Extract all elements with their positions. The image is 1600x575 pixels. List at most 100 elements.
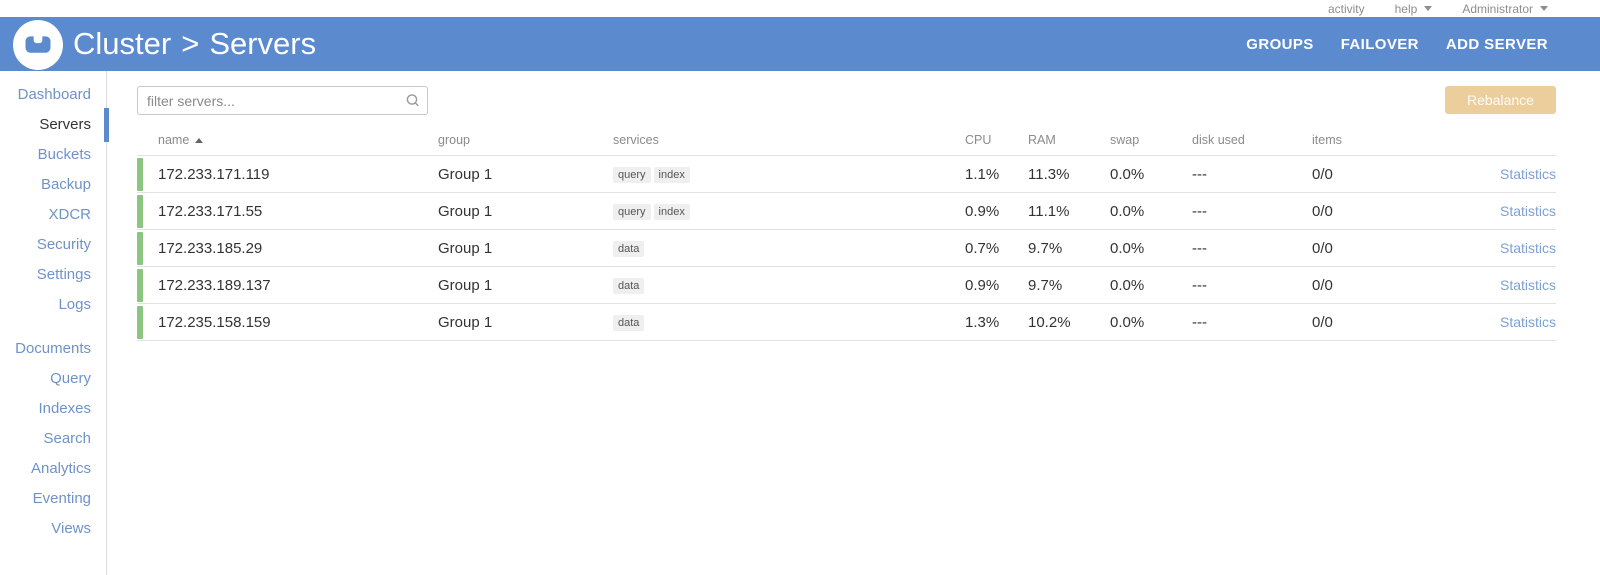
column-header-name[interactable]: name <box>143 133 438 147</box>
health-indicator <box>137 231 143 265</box>
sidebar-item-settings[interactable]: Settings <box>36 266 91 283</box>
server-disk-used: --- <box>1192 165 1207 183</box>
statistics-cell: Statistics <box>1440 166 1556 183</box>
service-badge-data: data <box>613 315 645 331</box>
statistics-link[interactable]: Statistics <box>1499 165 1556 182</box>
sidebar-group: Documents Query Indexes Search Analytics Even… <box>0 334 106 544</box>
appbar-actions: GROUPS FAILOVER ADD SERVER <box>1246 36 1548 53</box>
server-table-body: 172.233.171.119 Group 1 query index 1.1% … <box>137 155 1556 341</box>
server-group: Group 1 <box>438 313 493 331</box>
sidebar-item-query[interactable]: Query <box>50 370 91 387</box>
sidebar-item-buckets[interactable]: Buckets <box>37 146 91 163</box>
caret-down-icon <box>1540 6 1548 11</box>
statistics-link[interactable]: Statistics <box>1499 202 1556 219</box>
server-swap: 0.0% <box>1110 276 1145 294</box>
health-indicator <box>137 157 143 191</box>
server-swap: 0.0% <box>1110 202 1145 220</box>
server-group: Group 1 <box>438 202 493 220</box>
sidebar-item-documents[interactable]: Documents <box>15 340 91 357</box>
column-header-swap[interactable]: swap <box>1110 133 1140 147</box>
server-cpu: 0.9% <box>965 276 1000 294</box>
server-ram: 11.1% <box>1028 202 1070 220</box>
statistics-link[interactable]: Statistics <box>1499 239 1556 256</box>
couchbase-logo-icon <box>13 19 63 70</box>
server-swap: 0.0% <box>1110 239 1145 257</box>
server-name: 172.235.158.159 <box>158 313 271 331</box>
table-row: 172.235.158.159 Group 1 data 1.3% 10.2% … <box>137 304 1556 341</box>
activity-link[interactable]: activity <box>1328 2 1365 16</box>
sidebar-item-analytics[interactable]: Analytics <box>30 460 91 477</box>
user-menu[interactable]: Administrator <box>1462 2 1548 16</box>
service-badge-query: query <box>613 204 651 220</box>
service-badge-data: data <box>613 241 645 257</box>
server-items: 0/0 <box>1312 313 1333 331</box>
server-services: query index <box>613 165 965 183</box>
column-header-group[interactable]: group <box>438 133 470 147</box>
server-services: query index <box>613 202 965 220</box>
help-menu[interactable]: help <box>1395 2 1433 16</box>
server-cpu: 1.1% <box>965 165 1000 183</box>
table-row: 172.233.185.29 Group 1 data 0.7% 9.7% 0.… <box>137 230 1556 267</box>
server-services: data <box>613 276 965 294</box>
sidebar-item-xdcr[interactable]: XDCR <box>48 206 91 223</box>
table-header-row: name group services CPU RAM swap disk us… <box>137 125 1556 155</box>
server-disk-used: --- <box>1192 313 1207 331</box>
sidebar: Dashboard Servers Buckets Backup XDCR Securit… <box>0 71 109 575</box>
server-services: data <box>613 313 965 331</box>
column-header-items[interactable]: items <box>1312 133 1342 147</box>
table-row: 172.233.171.119 Group 1 query index 1.1% … <box>137 156 1556 193</box>
column-header-services[interactable]: services <box>613 133 659 147</box>
appbar-action-failover[interactable]: FAILOVER <box>1340 35 1419 53</box>
sidebar-item-servers[interactable]: Servers <box>0 108 109 142</box>
service-badge-query: query <box>613 167 651 183</box>
sidebar-item-indexes[interactable]: Indexes <box>38 400 91 417</box>
column-header-cpu[interactable]: CPU <box>965 133 992 147</box>
server-ram: 10.2% <box>1028 313 1071 331</box>
sidebar-item-dashboard[interactable]: Dashboard <box>17 86 91 103</box>
server-ram: 11.3% <box>1028 165 1070 183</box>
rebalance-button[interactable]: Rebalance <box>1445 86 1556 114</box>
table-row: 172.233.171.55 Group 1 query index 0.9% 1… <box>137 193 1556 230</box>
server-items: 0/0 <box>1312 239 1333 257</box>
sidebar-item-eventing[interactable]: Eventing <box>32 490 91 507</box>
appbar-action-groups[interactable]: GROUPS <box>1246 35 1314 53</box>
sidebar-group: Dashboard Servers Buckets Backup XDCR Securit… <box>0 80 109 320</box>
server-items: 0/0 <box>1312 202 1333 220</box>
server-disk-used: --- <box>1192 276 1207 294</box>
server-cpu: 0.9% <box>965 202 1000 220</box>
breadcrumb: Cluster > Servers <box>73 26 316 62</box>
sidebar-item-logs[interactable]: Logs <box>58 296 91 313</box>
help-label: help <box>1394 1 1418 16</box>
user-label: Administrator <box>1462 1 1533 16</box>
column-header-name-label: name <box>158 133 190 147</box>
sidebar-item-views[interactable]: Views <box>51 520 91 537</box>
main-content: Rebalance name group services CPU RAM sw… <box>107 71 1600 575</box>
appbar-action-add-server[interactable]: ADD SERVER <box>1445 35 1548 53</box>
page-body: Dashboard Servers Buckets Backup XDCR Securit… <box>0 71 1600 575</box>
sidebar-item-backup[interactable]: Backup <box>40 176 91 193</box>
column-header-ram[interactable]: RAM <box>1028 133 1056 147</box>
server-name: 172.233.171.55 <box>158 202 263 220</box>
server-swap: 0.0% <box>1110 165 1145 183</box>
server-swap: 0.0% <box>1110 313 1145 331</box>
column-header-disk-used[interactable]: disk used <box>1192 133 1245 147</box>
statistics-link[interactable]: Statistics <box>1499 313 1556 330</box>
sidebar-item-security[interactable]: Security <box>36 236 91 253</box>
server-services: data <box>613 239 965 257</box>
health-indicator <box>137 305 143 339</box>
server-name: 172.233.185.29 <box>158 239 263 257</box>
app-header: Cluster > Servers GROUPS FAILOVER ADD SERV… <box>0 17 1600 71</box>
server-cpu: 1.3% <box>965 313 1000 331</box>
breadcrumb-cluster: Cluster <box>73 26 172 61</box>
statistics-cell: Statistics <box>1440 277 1556 294</box>
statistics-cell: Statistics <box>1440 240 1556 257</box>
sort-ascending-icon <box>195 137 204 143</box>
server-ram: 9.7% <box>1028 276 1063 294</box>
sidebar-item-search[interactable]: Search <box>43 430 91 447</box>
server-ram: 9.7% <box>1028 239 1063 257</box>
filter-servers-input[interactable] <box>137 86 428 115</box>
server-table: name group services CPU RAM swap disk us… <box>137 125 1556 341</box>
statistics-link[interactable]: Statistics <box>1499 276 1556 293</box>
server-disk-used: --- <box>1192 239 1207 257</box>
filter-wrap <box>137 86 428 115</box>
